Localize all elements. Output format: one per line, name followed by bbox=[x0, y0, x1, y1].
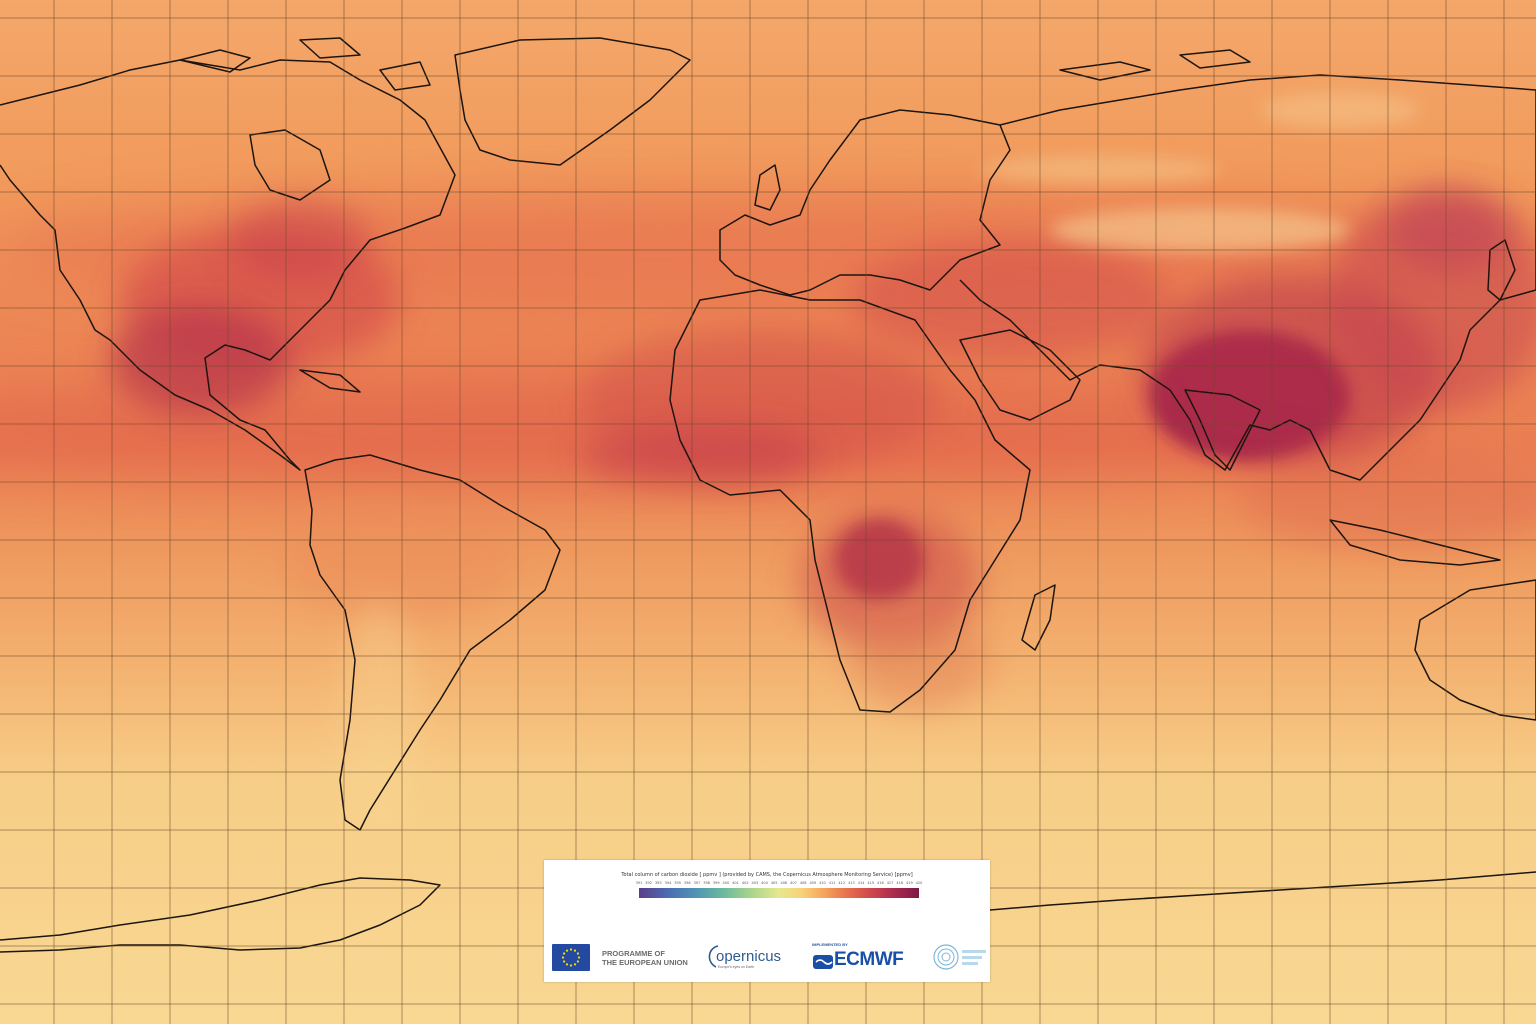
antarctica-coast-east bbox=[989, 871, 1536, 911]
europe-coast bbox=[719, 109, 1011, 296]
copernicus-swoosh-icon bbox=[708, 945, 719, 968]
legend-tick-label: 405 bbox=[770, 881, 778, 885]
india-coast bbox=[1184, 389, 1261, 471]
legend-tick-labels: 391 392 393 394 395 396 397 398 399 400 401 402 403 4… bbox=[635, 881, 923, 887]
legend-tick-label: 411 bbox=[828, 881, 836, 885]
legend-tick-label: 398 bbox=[703, 881, 710, 885]
legend-tick-label: 413 bbox=[848, 881, 855, 885]
legend-tick-label: 415 bbox=[867, 881, 875, 885]
ecmwf-wordmark: ECMWF bbox=[834, 949, 904, 970]
legend-tick-label: 412 bbox=[838, 881, 846, 885]
legend-tick-label: 394 bbox=[664, 881, 672, 885]
legend-tick-label: 397 bbox=[693, 881, 701, 885]
greenland-coast bbox=[454, 37, 691, 166]
asia-coast bbox=[959, 74, 1536, 481]
arabia-coast bbox=[959, 329, 1081, 421]
north-america-coast bbox=[0, 59, 456, 471]
cuba-coast bbox=[299, 369, 361, 393]
copernicus-logo: opernicus Europe's eyes on Earth bbox=[704, 940, 782, 972]
legend-tick-label: 400 bbox=[722, 881, 730, 885]
madagascar-coast bbox=[1021, 584, 1056, 651]
hudson-bay-coast bbox=[249, 129, 331, 201]
japan-coast bbox=[1487, 239, 1516, 301]
legend-tick-label: 391 bbox=[635, 881, 643, 885]
eu-flag-icon bbox=[552, 944, 590, 971]
legend-tick-label: 419 bbox=[906, 881, 913, 885]
legend-tick-label: 403 bbox=[751, 881, 759, 885]
legend-tick-label: 407 bbox=[790, 881, 797, 885]
australia-coast bbox=[1414, 579, 1536, 721]
copernicus-tagline: Europe's eyes on Earth bbox=[718, 965, 755, 969]
cams-icon bbox=[932, 942, 988, 972]
legend-panel: Total column of carbon dioxide [ ppmv ] … bbox=[544, 860, 990, 982]
legend-color-bar bbox=[639, 888, 919, 898]
arctic-islands bbox=[179, 37, 1251, 91]
legend-tick-label: 416 bbox=[877, 881, 884, 885]
africa-coast bbox=[669, 289, 1031, 713]
ecmwf-globe-icon bbox=[813, 955, 833, 969]
cams-rings-icon bbox=[933, 944, 986, 970]
legend-tick-label: 406 bbox=[780, 881, 788, 885]
copernicus-wordmark: opernicus bbox=[716, 948, 782, 965]
eu-stars bbox=[561, 948, 581, 967]
indonesia-coast bbox=[1329, 519, 1501, 566]
legend-tick-label: 396 bbox=[683, 881, 691, 885]
legend-tick-label: 392 bbox=[645, 881, 652, 885]
legend-tick-label: 418 bbox=[896, 881, 904, 885]
legend-tick-label: 408 bbox=[799, 881, 807, 885]
eu-line-1: PROGRAMME OF bbox=[602, 949, 665, 958]
legend-tick-label: 401 bbox=[732, 881, 739, 885]
legend-tick-label: 414 bbox=[857, 881, 865, 885]
eu-programme-text: PROGRAMME OF THE EUROPEAN UNION bbox=[602, 949, 688, 967]
legend-tick-label: 417 bbox=[886, 881, 894, 885]
ecmwf-implemented-by: IMPLEMENTED BY bbox=[812, 942, 848, 947]
legend-tick-label: 409 bbox=[809, 881, 817, 885]
legend-tick-label: 404 bbox=[761, 881, 768, 885]
legend-tick-label: 410 bbox=[819, 881, 826, 885]
legend-tick-label: 399 bbox=[712, 881, 720, 885]
eu-line-2: THE EUROPEAN UNION bbox=[602, 958, 688, 967]
uk-coast bbox=[754, 164, 781, 211]
legend-title: Total column of carbon dioxide [ ppmv ] … bbox=[621, 872, 913, 878]
legend-tick-label: 393 bbox=[654, 881, 662, 885]
legend-tick-label: 395 bbox=[674, 881, 681, 885]
legend-tick-label: 420 bbox=[915, 881, 923, 885]
legend-tick-label: 402 bbox=[741, 881, 749, 885]
ecmwf-logo: IMPLEMENTED BY ECMWF bbox=[812, 940, 922, 976]
